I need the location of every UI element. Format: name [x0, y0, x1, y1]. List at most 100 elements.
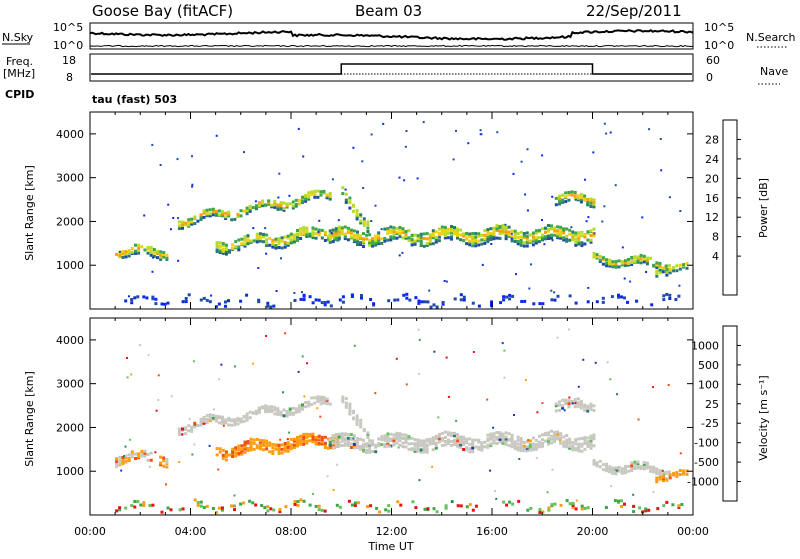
power-pixel — [255, 232, 259, 236]
power-pixel — [159, 250, 163, 254]
power-pixel — [564, 195, 568, 199]
velocity-pixel — [477, 440, 481, 444]
velocity-pixel — [380, 443, 384, 447]
velocity-pixel — [419, 450, 423, 454]
velocity-pixel — [510, 442, 514, 446]
velocity-pixel — [589, 439, 593, 443]
power-pixel — [191, 183, 194, 186]
velocity-pixel — [234, 454, 238, 458]
power-pixel — [258, 234, 262, 238]
power-pixel — [352, 233, 356, 237]
velocity-pixel — [337, 444, 341, 448]
velocity-pixel — [564, 398, 568, 402]
power-pixel — [187, 223, 191, 227]
velocity-pixel — [556, 336, 559, 339]
velocity-pixel — [296, 435, 299, 439]
velocity-pixel — [568, 437, 572, 441]
power-pixel — [465, 236, 469, 240]
velocity-pixel — [258, 443, 262, 447]
power-pixel — [356, 232, 359, 236]
velocity-pixel — [323, 435, 327, 439]
power-pixel — [231, 246, 235, 250]
power-pixel — [562, 236, 566, 240]
power-pixel — [386, 231, 390, 235]
power-pixel — [267, 201, 271, 205]
velocity-pixel — [565, 443, 569, 447]
power-pixel — [510, 232, 513, 235]
velocity-pixel — [115, 465, 119, 469]
power-pixel — [422, 244, 426, 248]
power-pixel — [465, 242, 469, 246]
power-pixel — [296, 235, 299, 239]
velocity-pixel — [196, 501, 200, 504]
power-pixel — [184, 300, 188, 304]
power-pixel — [172, 217, 175, 219]
power-pixel — [341, 192, 345, 196]
power-pixel — [130, 301, 134, 305]
power-pixel — [337, 230, 341, 234]
power-pixel — [280, 239, 284, 243]
power-pixel — [355, 210, 359, 214]
power-pixel — [355, 215, 359, 219]
velocity-pixel — [583, 438, 587, 442]
power-pixel — [443, 232, 447, 236]
velocity-pixel — [494, 490, 496, 492]
velocity-pixel — [218, 450, 222, 454]
velocity-pixel — [292, 446, 296, 450]
power-pixel — [323, 301, 327, 304]
velocity-pixel — [299, 442, 303, 446]
power-pixel — [531, 235, 535, 239]
power-pixel — [283, 240, 287, 244]
velocity-pixel — [302, 432, 306, 436]
velocity-pixel — [148, 504, 152, 507]
power-pixel — [486, 235, 490, 239]
velocity-pixel — [222, 424, 225, 427]
freq-panel: Freq. [MHz] 18 8 60 0 Nave — [3, 53, 788, 85]
power-pixel — [437, 227, 441, 231]
velocity-pixel — [395, 431, 399, 435]
power-pixel — [261, 204, 264, 208]
velocity-pixel — [616, 393, 618, 396]
velocity-pixel — [647, 508, 651, 512]
power-pixel — [630, 261, 634, 264]
velocity-pixel — [286, 443, 290, 446]
power-pixel — [492, 226, 496, 230]
power-pixel — [121, 250, 125, 254]
power-pixel — [541, 302, 545, 306]
velocity-pixel — [630, 461, 634, 465]
velocity-pixel — [413, 444, 417, 448]
power-pixel — [477, 234, 481, 238]
power-pixel — [202, 209, 206, 213]
velocity-pixel — [296, 500, 300, 504]
velocity-pixel — [251, 501, 255, 505]
power-pixel — [205, 214, 209, 218]
power-pixel — [366, 220, 370, 224]
velocity-pixel — [319, 395, 323, 399]
power-pixel — [440, 225, 444, 229]
power-pixel — [571, 235, 575, 239]
power-pixel — [623, 259, 627, 263]
velocity-pixel — [586, 436, 590, 440]
power-pixel — [249, 239, 253, 243]
velocity-pixel — [434, 434, 438, 438]
power-pixel — [576, 196, 580, 200]
velocity-pixel — [574, 442, 578, 446]
velocity-pixel — [554, 409, 558, 413]
power-pixel — [501, 226, 505, 230]
power-pixel — [340, 226, 344, 230]
velocity-pixel — [642, 467, 646, 471]
freq-unit-label: [MHz] — [3, 67, 35, 80]
power-pixel — [316, 195, 320, 199]
velocity-pixel — [221, 456, 225, 460]
power-pixel — [583, 194, 587, 198]
power-pixel — [317, 230, 320, 233]
velocity-pixel — [580, 504, 584, 508]
power-pixel — [215, 245, 219, 249]
velocity-pixel — [498, 437, 502, 441]
power-pixel — [465, 232, 469, 235]
velocity-pixel — [124, 506, 128, 510]
power-pixel — [146, 251, 150, 255]
power-pixel — [477, 232, 481, 236]
velocity-pixel — [359, 422, 363, 425]
